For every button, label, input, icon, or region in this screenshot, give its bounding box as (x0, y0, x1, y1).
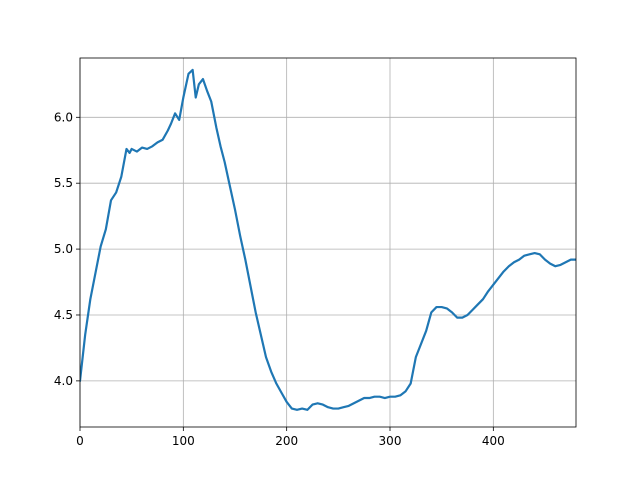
series-line-0 (80, 68, 576, 411)
y-tick-label: 5.0 (54, 242, 73, 256)
x-tick-label: 0 (76, 434, 84, 448)
x-tick-label: 400 (482, 434, 505, 448)
x-tick-label: 200 (275, 434, 298, 448)
grid (79, 58, 576, 427)
y-tick-label: 6.0 (54, 110, 73, 124)
x-tick-label: 100 (172, 434, 195, 448)
y-tick-label: 5.5 (54, 176, 73, 190)
y-tick-label: 4.0 (54, 374, 73, 388)
x-tick-label: 300 (379, 434, 402, 448)
series-layer (80, 68, 576, 411)
y-tick-label: 4.5 (54, 308, 73, 322)
plot-frame (79, 57, 577, 428)
axes: 0 100 200 300 400 4.0 4.5 5.0 5.5 6.0 (54, 110, 505, 448)
